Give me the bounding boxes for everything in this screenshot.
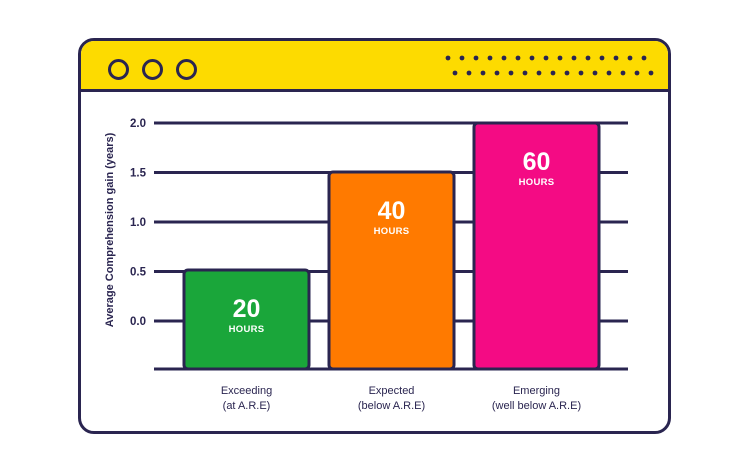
y-axis-label: Average Comprehension gain (years) <box>104 132 116 327</box>
decorative-dot <box>494 70 500 76</box>
decorative-dot <box>571 55 577 61</box>
decorative-dot <box>592 70 598 76</box>
decorative-dot <box>480 70 486 76</box>
window-button-1-circle-icon[interactable] <box>108 59 129 80</box>
decorative-dot <box>473 55 479 61</box>
decorative-dot <box>459 55 465 61</box>
y-tick-label: 1.0 <box>130 217 146 229</box>
decorative-dot <box>648 70 654 76</box>
decorative-dot <box>536 70 542 76</box>
decorative-dot <box>550 70 556 76</box>
decorative-dot <box>543 55 549 61</box>
y-tick-label: 0.0 <box>130 316 146 328</box>
bar-unit-label: HOURS <box>519 177 555 188</box>
decorative-dot <box>578 70 584 76</box>
decorative-dot <box>445 55 451 61</box>
decorative-dot <box>452 70 458 76</box>
decorative-dot <box>557 55 563 61</box>
x-category-label: (below A.R.E) <box>358 400 425 412</box>
window-button-2-circle-icon[interactable] <box>142 59 163 80</box>
decorative-dot <box>620 70 626 76</box>
decorative-dot <box>564 70 570 76</box>
bar-unit-label: HOURS <box>374 226 410 237</box>
x-category-label: Expected <box>369 385 415 397</box>
decorative-dot <box>487 55 493 61</box>
x-category-label: (well below A.R.E) <box>492 400 581 412</box>
x-category-label: Emerging <box>513 385 560 397</box>
bar-1 <box>182 268 311 371</box>
decorative-dot <box>599 55 605 61</box>
decorative-dot <box>627 55 633 61</box>
x-category-label: Exceeding <box>221 385 272 397</box>
bar-value-label: 20 <box>233 295 261 323</box>
decorative-dot <box>585 55 591 61</box>
y-tick-label: 2.0 <box>130 118 146 130</box>
decorative-dot <box>634 70 640 76</box>
decorative-dot <box>501 55 507 61</box>
bar-value-label: 60 <box>523 148 551 176</box>
decorative-dot <box>529 55 535 61</box>
x-category-label: (at A.R.E) <box>223 400 271 412</box>
bar-3 <box>472 121 601 371</box>
decorative-dots-icon <box>445 55 654 76</box>
decorative-dot <box>466 70 472 76</box>
window-button-3-circle-icon[interactable] <box>176 59 197 80</box>
decorative-dot <box>515 55 521 61</box>
bar-value-label: 40 <box>378 197 406 225</box>
bar-2 <box>327 170 456 371</box>
y-axis-ticks: 2.0 1.5 1.0 0.5 0.0 <box>130 118 147 328</box>
decorative-dot <box>508 70 514 76</box>
window-titlebar <box>81 41 668 92</box>
decorative-dot <box>522 70 528 76</box>
decorative-dot <box>613 55 619 61</box>
decorative-dot <box>606 70 612 76</box>
y-tick-label: 0.5 <box>130 267 147 279</box>
bar-unit-label: HOURS <box>229 324 265 335</box>
y-tick-label: 1.5 <box>130 168 147 180</box>
decorative-dot <box>641 55 647 61</box>
x-axis-categories: Exceeding (at A.R.E) Expected (below A.R.E)… <box>221 385 581 412</box>
